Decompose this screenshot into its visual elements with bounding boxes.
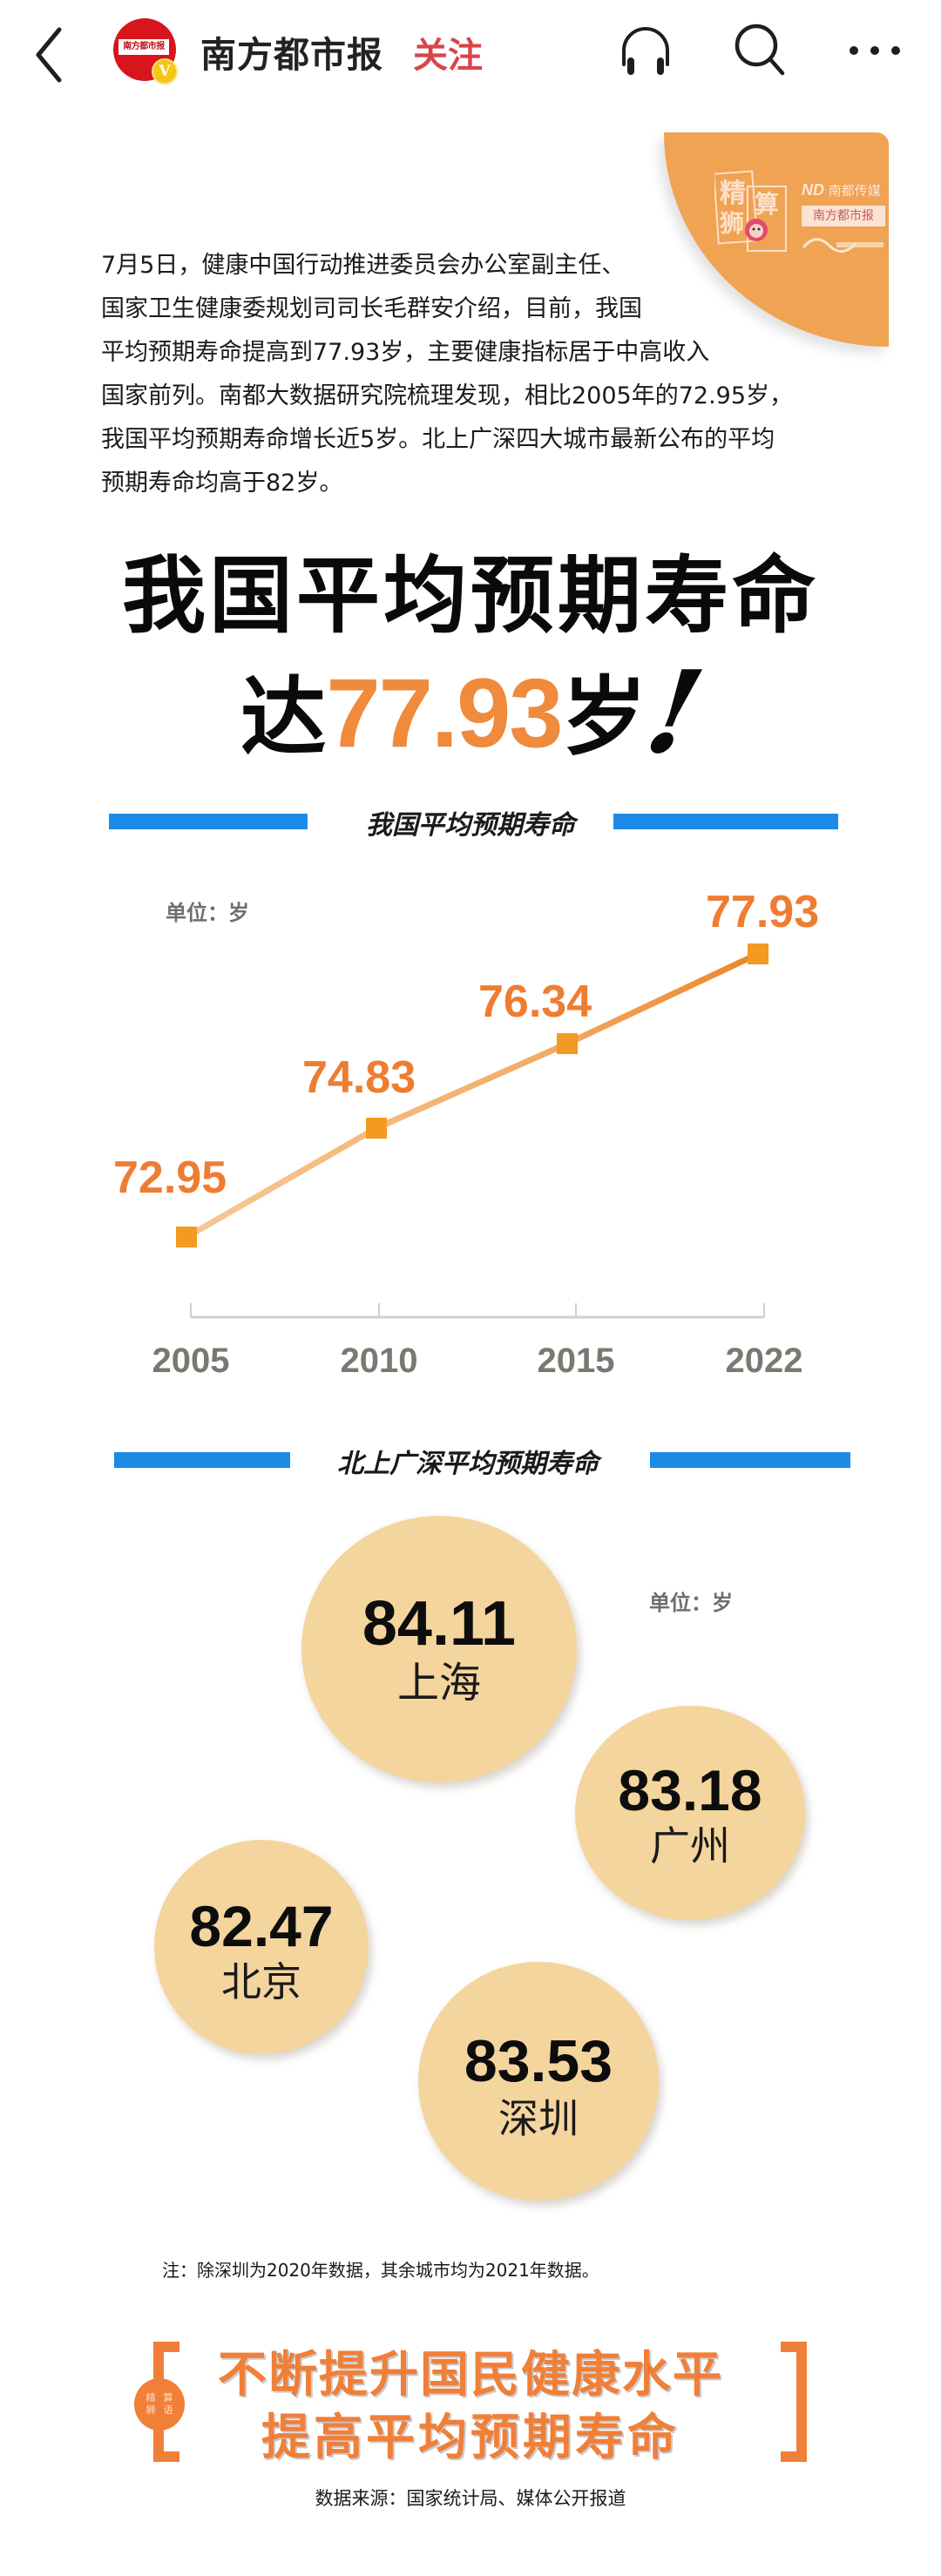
- intro-line: 我国平均预期寿命增长近5岁。北上广深四大城市最新公布的平均: [101, 426, 775, 453]
- section-divider-right: [650, 1452, 850, 1468]
- top-nav-bar: 南方都市报 V 南方都市报 关注: [0, 0, 941, 106]
- chart-unit-label: 单位：岁: [166, 901, 249, 925]
- x-tick-2022: 2022: [725, 1342, 803, 1380]
- account-avatar[interactable]: 南方都市报 V: [113, 18, 178, 85]
- svg-text:算: 算: [755, 190, 779, 219]
- slogan-line-2: 提高平均预期寿命: [261, 2409, 680, 2466]
- data-label-2022: 77.93: [706, 887, 820, 937]
- city-value: 82.47: [189, 1894, 334, 1958]
- verified-badge-icon: V: [152, 58, 178, 85]
- slogan-badge: 精算 狮语: [134, 2378, 185, 2431]
- headline-number: 77.93: [326, 659, 563, 767]
- intro-line: 国家卫生健康委规划司司长毛群安介绍，目前，我国: [101, 295, 642, 322]
- svg-text:狮: 狮: [720, 209, 744, 238]
- section-divider-left: [109, 814, 308, 829]
- city-name: 广州: [650, 1822, 730, 1869]
- data-source: 数据来源：国家统计局、媒体公开报道: [315, 2488, 626, 2509]
- data-label-2015: 76.34: [478, 977, 592, 1027]
- section-divider-left: [114, 1452, 290, 1468]
- city-name: 北京: [221, 1958, 301, 2005]
- back-button[interactable]: [30, 24, 68, 85]
- intro-line: 预期寿命均高于82岁。: [101, 470, 343, 497]
- city-bubble-beijing: 82.47 北京: [154, 1840, 369, 2054]
- search-button[interactable]: [730, 21, 791, 78]
- chevron-left-icon: [36, 27, 62, 83]
- city-value: 84.11: [362, 1589, 517, 1659]
- more-button[interactable]: [845, 35, 906, 66]
- account-name[interactable]: 南方都市报: [200, 34, 383, 76]
- intro-paragraph: 7月5日，健康中国行动推进委员会办公室副主任、 国家卫生健康委规划司司长毛群安介…: [101, 244, 868, 505]
- headphones-icon: [622, 27, 669, 75]
- section-title-cities: 北上广深平均预期寿命: [337, 1449, 599, 1479]
- search-icon: [735, 24, 785, 76]
- more-dots-icon: [850, 46, 900, 55]
- headline-prefix: 达: [240, 668, 327, 767]
- exclamation-mark: !: [635, 646, 714, 779]
- data-label-2005: 72.95: [113, 1153, 227, 1203]
- listen-button[interactable]: [615, 23, 676, 80]
- slogan-line-1: 不断提升国民健康水平: [218, 2346, 723, 2404]
- paper-name-plate: 南方都市报: [802, 206, 885, 226]
- headline-line-2: 达77.93岁!: [0, 646, 941, 779]
- x-tick-2010: 2010: [340, 1342, 418, 1380]
- headline-line-1: 我国平均预期寿命: [122, 547, 819, 645]
- city-name: 深圳: [498, 2095, 579, 2142]
- life-expectancy-line-chart: [176, 943, 768, 1319]
- x-tick-2005: 2005: [152, 1342, 230, 1380]
- city-bubble-shanghai: 84.11 上海: [301, 1516, 577, 1782]
- follow-button[interactable]: 关注: [413, 36, 483, 76]
- city-value: 83.53: [464, 2028, 613, 2094]
- section-divider-right: [613, 814, 838, 829]
- data-label-2010: 74.83: [302, 1052, 416, 1103]
- svg-text:精: 精: [720, 179, 746, 209]
- right-bracket-decoration: [781, 2342, 807, 2462]
- section-title-national: 我国平均预期寿命: [366, 810, 575, 841]
- city-bubble-guangzhou: 83.18 广州: [575, 1706, 805, 1920]
- city-value: 83.18: [618, 1758, 762, 1822]
- city-name: 上海: [396, 1659, 481, 1707]
- headline-suffix: 岁: [561, 668, 647, 767]
- data-institute-wave-icon: [802, 238, 883, 253]
- data-note: 注：除深圳为2020年数据，其余城市均为2021年数据。: [162, 2260, 599, 2281]
- avatar-logo-text: 南方都市报: [118, 39, 169, 55]
- x-tick-2015: 2015: [537, 1342, 615, 1380]
- city-bubble-shenzhen: 83.53 深圳: [418, 1962, 659, 2201]
- intro-line: 国家前列。南都大数据研究院梳理发现，相比2005年的72.95岁，: [101, 382, 794, 409]
- intro-line: 平均预期寿命提高到77.93岁，主要健康指标居于中高收入: [101, 339, 710, 366]
- lion-mascot-icon: 精 狮 算: [714, 170, 787, 252]
- nd-media-brand: ND 南都传媒: [802, 181, 881, 199]
- bubbles-unit-label: 单位：岁: [649, 1591, 733, 1615]
- intro-line: 7月5日，健康中国行动推进委员会办公室副主任、: [101, 252, 626, 279]
